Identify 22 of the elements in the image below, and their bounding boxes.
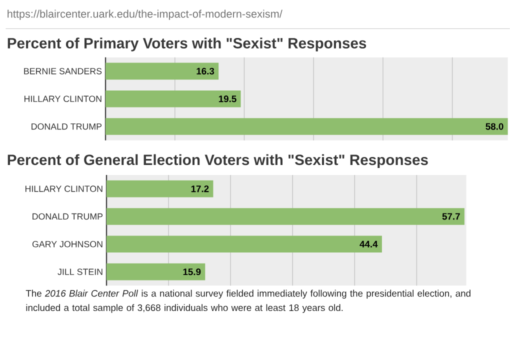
data-label: 44.4	[360, 240, 378, 248]
data-label: 57.7	[442, 213, 460, 220]
data-label: 16.3	[196, 68, 214, 75]
y-tick-label: HILLARY CLINTON	[25, 186, 102, 192]
y-tick-label: DONALD TRUMP	[32, 213, 103, 220]
data-label: 58.0	[486, 123, 504, 130]
chart-title: Percent of General Election Voters with "Sexist" Responses	[8, 154, 428, 168]
text: https://blaircenter.uark.edu/the-impact-of-modern-sexism/	[8, 10, 282, 20]
data-label: 17.2	[191, 186, 209, 192]
text: The 2016 Blair Center Poll is a national survey fielded immediately following the presidential election, and included a total sample of 3,668 individuals who were at least 18 years old.	[26, 290, 470, 313]
y-tick-label: HILLARY CLINTON	[24, 96, 102, 102]
y-tick-label: BERNIE SANDERS	[24, 68, 102, 74]
y-tick-label: GARY JOHNSON	[32, 241, 102, 248]
y-tick-label: DONALD TRUMP	[32, 123, 102, 130]
bar	[106, 208, 464, 225]
bar	[106, 236, 382, 253]
chart-title: Percent of Primary Voters with "Sexist" Responses	[8, 38, 366, 52]
data-label: 15.9	[183, 268, 201, 276]
y-tick-label: JILL STEIN	[58, 268, 102, 275]
bar	[106, 263, 206, 280]
bar	[106, 180, 214, 198]
data-label: 19.5	[218, 96, 236, 102]
